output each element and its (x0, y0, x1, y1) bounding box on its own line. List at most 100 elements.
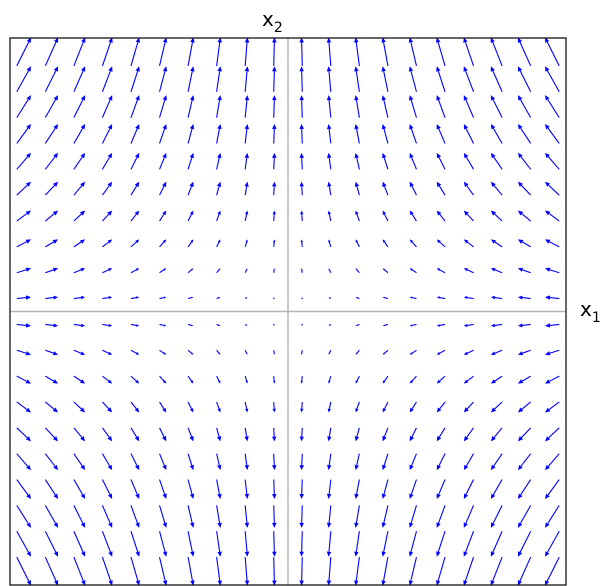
arrow-shaft (273, 157, 275, 170)
arrow-shaft (492, 531, 503, 553)
arrow-shaft (16, 556, 30, 582)
arrow-head (490, 551, 495, 557)
field-arrow (16, 239, 32, 248)
field-arrow (130, 427, 140, 442)
arrow-shaft (384, 349, 389, 354)
field-arrow (517, 401, 532, 413)
arrow-shaft (187, 453, 193, 466)
arrow-head (299, 38, 304, 43)
field-arrow (463, 296, 474, 300)
arrow-shaft (101, 41, 112, 67)
arrow-head (244, 66, 250, 72)
arrow-head (409, 152, 414, 159)
arrow-shaft (102, 323, 109, 326)
field-arrow (355, 210, 360, 222)
arrow-shaft (493, 453, 503, 467)
field-arrow (326, 66, 332, 92)
field-arrow (436, 210, 446, 222)
field-arrow (300, 350, 303, 355)
field-arrow (187, 239, 194, 248)
arrow-shaft (549, 297, 560, 300)
arrow-shaft (187, 479, 193, 495)
arrow-shaft (187, 401, 192, 410)
field-arrow (354, 152, 360, 170)
field-arrow (159, 323, 167, 327)
arrow-head (162, 493, 167, 500)
field-arrow (355, 375, 360, 384)
arrow-head (299, 465, 304, 471)
arrow-shaft (102, 297, 109, 300)
arrow-shaft (522, 269, 531, 274)
arrow-head (53, 551, 59, 557)
field-arrow (45, 323, 59, 328)
arrow-shaft (44, 505, 57, 524)
field-arrow (517, 239, 531, 248)
arrow-shaft (384, 213, 389, 222)
field-arrow (130, 210, 140, 222)
field-arrow (187, 268, 194, 274)
arrow-shaft (437, 42, 446, 67)
field-arrow (272, 181, 277, 196)
field-arrow (16, 556, 32, 585)
arrow-head (190, 239, 194, 243)
arrow-shaft (328, 557, 332, 581)
arrow-shaft (383, 157, 389, 170)
field-arrow (463, 453, 475, 471)
field-arrow (216, 375, 221, 384)
arrow-head (301, 297, 304, 300)
arrow-shaft (216, 241, 220, 248)
arrow-shaft (101, 453, 111, 467)
arrow-head (162, 95, 167, 101)
field-arrow (517, 210, 532, 222)
arrow-shaft (44, 453, 56, 467)
field-arrow (355, 323, 360, 327)
arrow-shaft (101, 99, 111, 118)
arrow-head (382, 181, 387, 188)
field-arrow (16, 375, 32, 384)
field-arrow (300, 210, 304, 222)
arrow-shaft (410, 70, 418, 92)
field-arrow (44, 479, 59, 500)
arrow-head (81, 66, 86, 72)
arrow-shaft (355, 531, 360, 552)
arrow-head (135, 351, 140, 355)
arrow-head (190, 551, 195, 557)
field-arrow (490, 479, 503, 500)
arrow-head (327, 408, 332, 413)
field-arrow (159, 401, 167, 413)
arrow-shaft (216, 214, 220, 222)
x1-axis-label: x1 (580, 297, 601, 326)
field-arrow (102, 296, 113, 300)
field-arrow (408, 66, 418, 92)
arrow-shaft (410, 42, 418, 67)
arrow-shaft (130, 70, 139, 92)
field-arrow (158, 556, 168, 585)
field-arrow (272, 152, 277, 170)
arrow-head (382, 464, 387, 471)
field-arrow (187, 152, 194, 170)
arrow-head (272, 408, 276, 413)
arrow-head (52, 210, 59, 216)
field-arrow (44, 210, 59, 222)
arrow-head (463, 379, 469, 384)
arrow-shaft (101, 531, 111, 553)
field-arrow (159, 479, 167, 500)
arrow-shaft (466, 185, 475, 196)
arrow-shaft (465, 453, 475, 467)
field-arrow (44, 95, 59, 118)
arrow-shaft (466, 427, 475, 438)
field-arrow (130, 66, 140, 92)
arrow-shaft (130, 556, 139, 581)
field-arrow (299, 123, 304, 144)
field-arrow (101, 453, 113, 471)
field-arrow (544, 66, 560, 93)
arrow-shaft (73, 99, 84, 118)
field-arrow (130, 349, 140, 355)
arrow-head (217, 123, 222, 130)
arrow-head (273, 352, 276, 355)
arrow-shaft (520, 427, 532, 439)
field-arrow (517, 152, 532, 170)
arrow-shaft (273, 42, 275, 66)
arrow-head (463, 239, 469, 244)
arrow-shaft (467, 349, 474, 354)
